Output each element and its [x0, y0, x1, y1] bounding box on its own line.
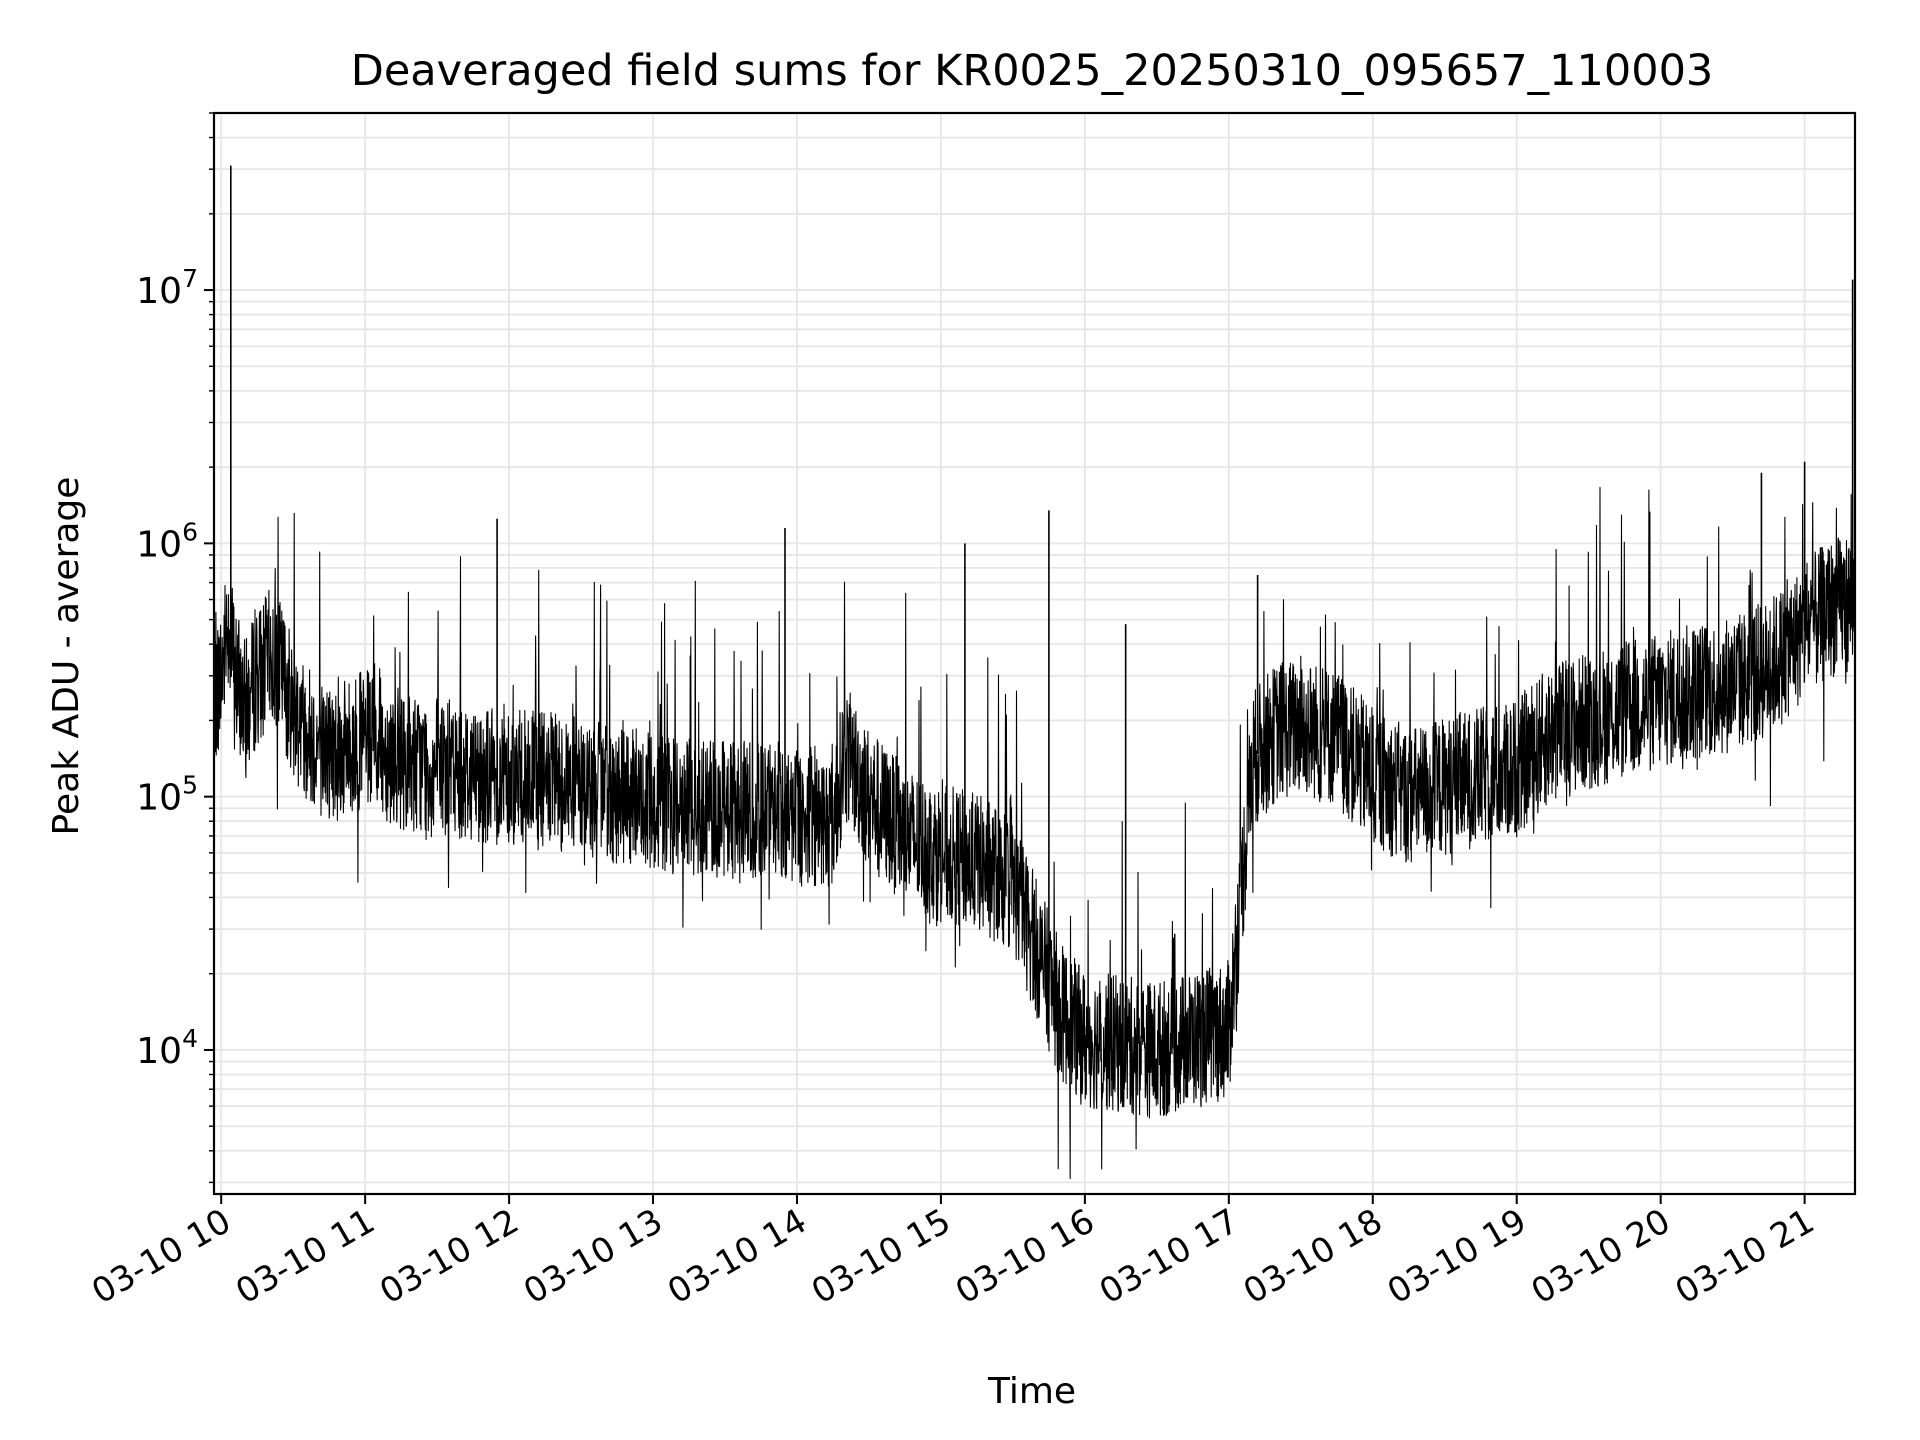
series-line: [213, 486, 1856, 1180]
y-tick-label: 104: [136, 1024, 198, 1072]
y-tick-label: 106: [136, 517, 198, 565]
chart-title: Deaveraged field sums for KR0025_2025031…: [351, 46, 1714, 96]
x-axis-label: Time: [987, 1371, 1076, 1412]
series-layer: [213, 165, 1856, 1180]
y-axis-label: Peak ADU - average: [46, 477, 87, 836]
plot-frame: [212, 111, 1857, 1196]
y-tick-label: 107: [136, 264, 198, 312]
y-tick-label: 105: [136, 771, 198, 819]
